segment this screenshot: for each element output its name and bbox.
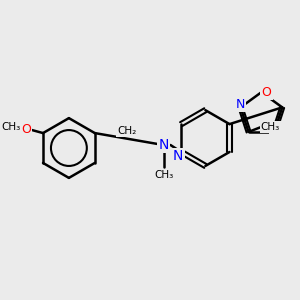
Text: CH₃: CH₃ <box>2 122 21 132</box>
Text: O: O <box>21 123 31 136</box>
Text: CH₃: CH₃ <box>154 170 173 180</box>
Text: O: O <box>261 86 271 99</box>
Text: N: N <box>173 149 183 163</box>
Text: CH₂: CH₂ <box>118 126 137 136</box>
Text: N: N <box>158 138 169 152</box>
Text: CH₃: CH₃ <box>261 122 280 132</box>
Text: N: N <box>236 98 245 111</box>
Text: N: N <box>271 122 280 135</box>
